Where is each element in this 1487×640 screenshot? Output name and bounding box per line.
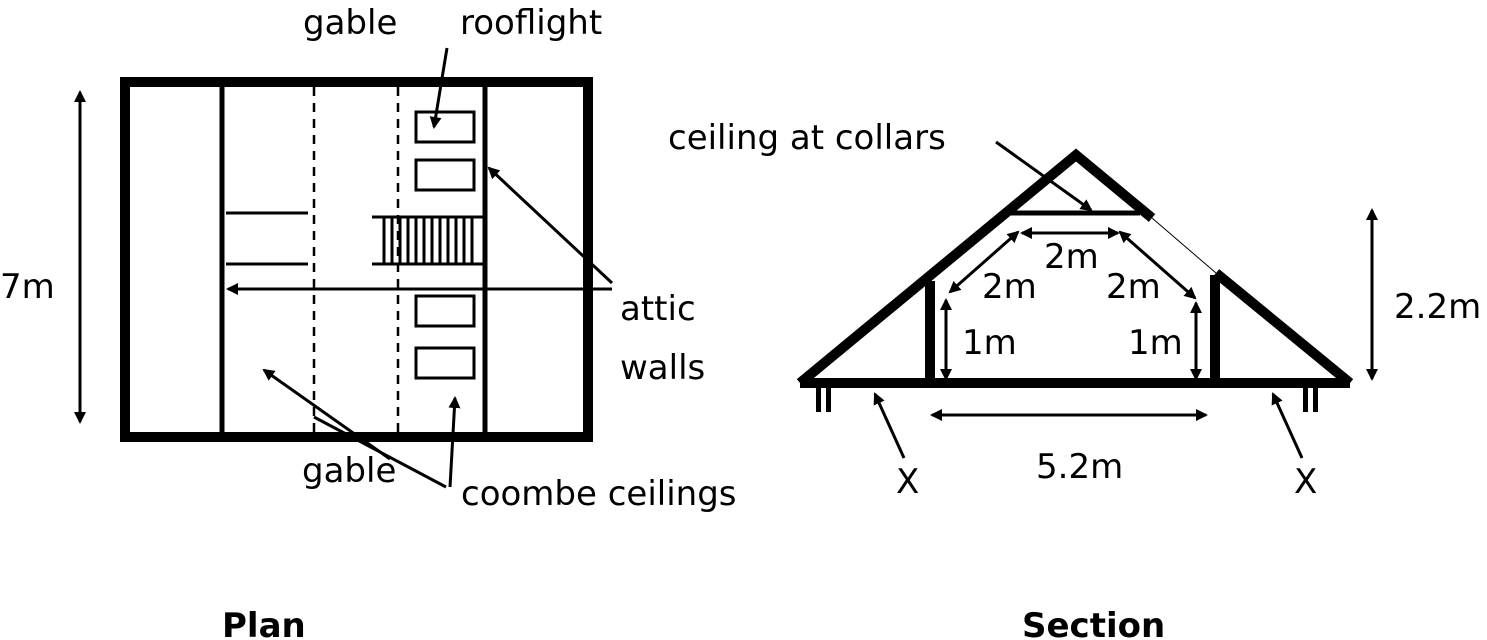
section-right-wall-label: 1m bbox=[1128, 323, 1183, 363]
rooflight-3 bbox=[414, 294, 476, 328]
coombe-leader-1 bbox=[313, 415, 447, 489]
section-floor-width-label: 5.2m bbox=[1036, 447, 1123, 487]
x-right-leader bbox=[1271, 392, 1304, 459]
plan-gable-top-label: gable bbox=[303, 3, 397, 43]
plan-title: Plan bbox=[222, 606, 306, 640]
stair bbox=[372, 215, 483, 266]
rooflight-4 bbox=[414, 346, 476, 380]
plan-attic-label: attic bbox=[620, 289, 696, 329]
section-height-label: 2.2m bbox=[1394, 287, 1481, 327]
section-view: ceiling at collars 2m 2m 2m 1m 1m 2.2m 5… bbox=[668, 118, 1481, 640]
attic-walls-leader-1 bbox=[487, 166, 614, 285]
section-x-right-label: X bbox=[1294, 462, 1317, 502]
roof-slope-right bbox=[1212, 269, 1354, 387]
rooflight-2 bbox=[414, 158, 476, 192]
left-slope-dimension bbox=[948, 230, 1020, 294]
section-left-slope-label: 2m bbox=[982, 267, 1037, 307]
section-collar-width-label: 2m bbox=[1044, 237, 1099, 277]
section-title: Section bbox=[1022, 606, 1165, 640]
gable-leader bbox=[262, 368, 391, 461]
rooflight-leader bbox=[429, 47, 449, 129]
joist-ends bbox=[816, 388, 1318, 412]
roof-opening-line bbox=[1151, 217, 1217, 274]
plan-coombe-label: coombe ceilings bbox=[461, 474, 737, 514]
section-x-left-label: X bbox=[896, 462, 919, 502]
section-left-wall-label: 1m bbox=[962, 323, 1017, 363]
plan-walls-label: walls bbox=[620, 348, 705, 388]
plan-gable-bottom-label: gable bbox=[302, 451, 396, 491]
x-left-leader bbox=[873, 392, 906, 459]
plan-rooflight-label: rooflight bbox=[460, 3, 602, 43]
ceiling-leader bbox=[995, 140, 1093, 212]
roof-slope-left bbox=[796, 148, 1156, 387]
coombe-leader-2 bbox=[448, 396, 461, 488]
section-ceiling-label: ceiling at collars bbox=[668, 118, 946, 158]
plan-width-label: 7m bbox=[0, 267, 55, 307]
section-right-slope-label: 2m bbox=[1106, 267, 1161, 307]
plan-view: gable rooflight 7m attic walls gable coo… bbox=[0, 3, 737, 640]
plan-outline bbox=[120, 77, 593, 442]
right-slope-dimension bbox=[1118, 230, 1197, 300]
rooflight-1 bbox=[414, 110, 476, 144]
